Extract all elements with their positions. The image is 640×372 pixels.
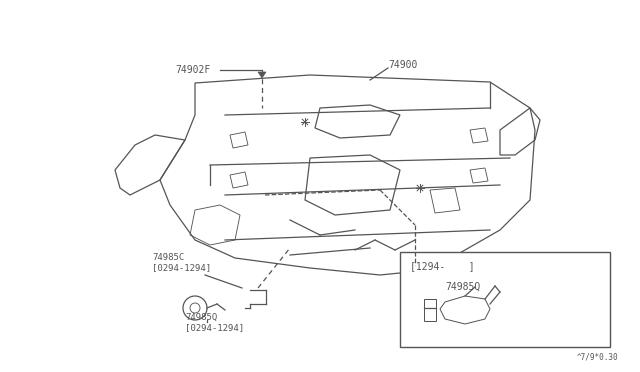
- Text: ^7/9*0.30: ^7/9*0.30: [577, 353, 618, 362]
- Text: [0294-1294]: [0294-1294]: [185, 323, 244, 332]
- Text: 74985Q: 74985Q: [445, 282, 480, 292]
- Text: 74985Q: 74985Q: [185, 313, 217, 322]
- Text: 74985C: 74985C: [152, 253, 184, 262]
- Text: 74900: 74900: [388, 60, 417, 70]
- Bar: [400, 252, 610, 347]
- Text: 74902F: 74902F: [175, 65, 211, 75]
- Polygon shape: [258, 72, 266, 78]
- Text: [1294-    ]: [1294- ]: [410, 261, 475, 271]
- Text: [0294-1294]: [0294-1294]: [152, 263, 211, 272]
- Bar: [424, 299, 436, 321]
